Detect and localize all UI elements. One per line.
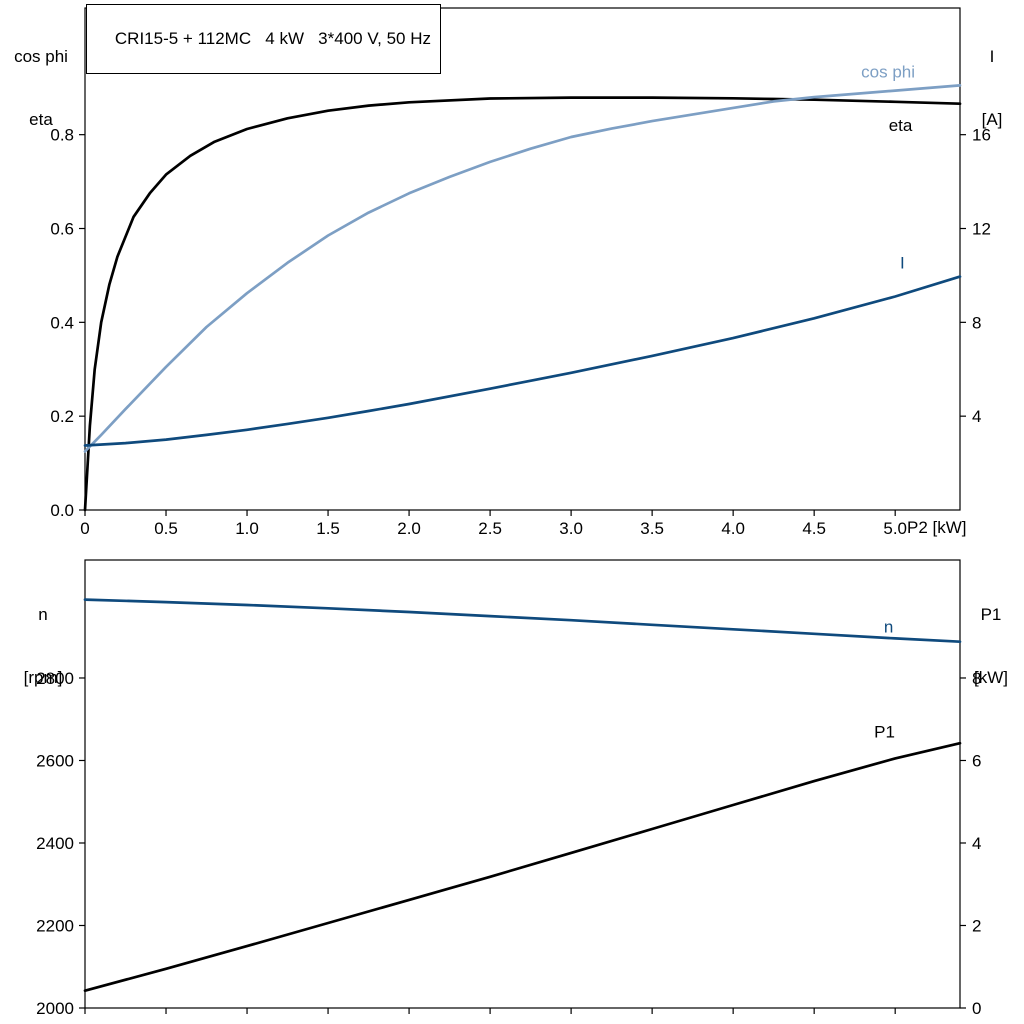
x-tick-label: 1.5: [316, 519, 340, 538]
x-tick-label: 3.5: [640, 519, 664, 538]
series-eta-label: eta: [889, 116, 913, 135]
x-tick-label: 4.5: [802, 519, 826, 538]
right-tick-label: 0: [972, 999, 981, 1018]
axis-label-line: n: [38, 605, 48, 624]
axis-label-line: [rpm]: [23, 668, 63, 687]
right-tick-label: 12: [972, 219, 991, 238]
chart-title-box: CRI15-5 + 112MC 4 kW 3*400 V, 50 Hz: [86, 4, 441, 74]
left-tick-label: 0.0: [50, 501, 74, 520]
x-tick-label: 5.0: [883, 519, 907, 538]
x-tick-label: 0.5: [154, 519, 178, 538]
chart-title: CRI15-5 + 112MC 4 kW 3*400 V, 50 Hz: [114, 29, 431, 48]
x-tick-label: 0: [80, 519, 89, 538]
series-cos-phi-label: cos phi: [861, 62, 915, 81]
axis-label-line: P1: [980, 605, 1002, 624]
axis-label-line: eta: [29, 110, 53, 129]
x-tick-label: 3.0: [559, 519, 583, 538]
right-tick-label: 6: [972, 751, 981, 770]
series-n-label: n: [884, 617, 893, 636]
left-tick-label: 2200: [36, 916, 74, 935]
left-tick-label: 2400: [36, 834, 74, 853]
x-axis-label: P2 [kW]: [907, 518, 967, 537]
axis-label-line: [A]: [981, 110, 1003, 129]
right-tick-label: 16: [972, 126, 991, 145]
right-tick-label: 8: [972, 669, 981, 688]
right-tick-label: 4: [972, 407, 981, 426]
left-tick-label: 0.8: [50, 126, 74, 145]
bottom-left-axis-label: n [rpm]: [0, 562, 86, 730]
left-tick-label: 2800: [36, 669, 74, 688]
series-i-curve: [83, 275, 962, 447]
left-tick-label: 0.6: [50, 219, 74, 238]
left-tick-label: 0.4: [50, 313, 74, 332]
left-tick-label: 2600: [36, 751, 74, 770]
series-p1-label: P1: [874, 723, 895, 742]
right-tick-label: 4: [972, 834, 981, 853]
right-tick-label: 2: [972, 916, 981, 935]
left-tick-label: 0.2: [50, 407, 74, 426]
plot-frame-1: [84, 559, 961, 1009]
x-tick-label: 1.0: [235, 519, 259, 538]
x-tick-label: 2.5: [478, 519, 502, 538]
series-eta-curve: [83, 96, 962, 512]
left-tick-label: 2000: [36, 999, 74, 1018]
series-p1-curve: [83, 741, 962, 993]
series-cos-phi-curve: [83, 84, 962, 453]
bottom-right-axis-label: P1 [kW]: [960, 562, 1022, 730]
top-left-axis-label: cos phi eta: [0, 4, 82, 172]
x-tick-label: 4.0: [721, 519, 745, 538]
axis-label-line: cos phi: [14, 47, 68, 66]
right-tick-label: 8: [972, 313, 981, 332]
top-right-axis-label: I [A]: [962, 4, 1022, 172]
series-i-label: I: [900, 253, 905, 272]
series-n-curve: [83, 598, 962, 644]
axis-label-line: I: [989, 47, 995, 66]
plot-frame-0: [84, 7, 961, 511]
x-tick-label: 2.0: [397, 519, 421, 538]
axis-label-line: [kW]: [974, 668, 1008, 687]
